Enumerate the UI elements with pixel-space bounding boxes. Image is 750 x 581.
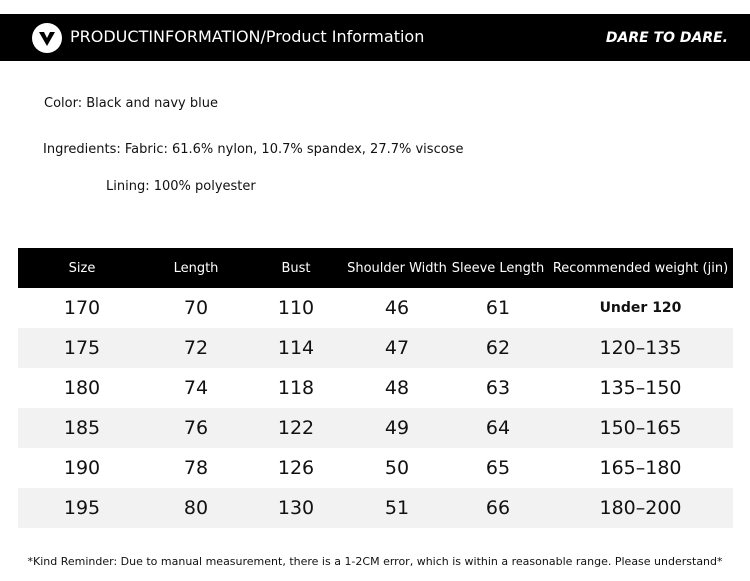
table-cell: 64 bbox=[485, 417, 511, 439]
table-row: 190 78 126 50 65 165–180 bbox=[18, 448, 733, 488]
header-bar bbox=[0, 14, 750, 61]
table-row: 195 80 130 51 66 180–200 bbox=[18, 488, 733, 528]
table-cell: 165–180 bbox=[599, 457, 682, 479]
logo bbox=[32, 23, 62, 53]
header-title: PRODUCTINFORMATION/Product Information bbox=[70, 27, 425, 46]
table-cell: 51 bbox=[384, 497, 410, 519]
table-cell: 110 bbox=[277, 297, 315, 319]
table-cell: 74 bbox=[183, 377, 209, 399]
table-cell: 195 bbox=[63, 497, 101, 519]
table-cell: 122 bbox=[277, 417, 315, 439]
table-cell: 190 bbox=[63, 457, 101, 479]
size-table: Size Length Bust Shoulder Width Sleeve Lengt… bbox=[18, 248, 733, 528]
table-cell: 70 bbox=[183, 297, 209, 319]
table-row: 185 76 122 49 64 150–165 bbox=[18, 408, 733, 448]
footer-note: *Kind Reminder: Due to manual measuremen… bbox=[27, 555, 723, 568]
table-cell: 118 bbox=[277, 377, 315, 399]
table-cell: 78 bbox=[183, 457, 209, 479]
table-cell: 185 bbox=[63, 417, 101, 439]
table-cell: 50 bbox=[384, 457, 410, 479]
table-cell: 63 bbox=[485, 377, 511, 399]
table-row: 180 74 118 48 63 135–150 bbox=[18, 368, 733, 408]
table-cell: 65 bbox=[485, 457, 511, 479]
table-row: 170 70 110 46 61 Under 120 bbox=[18, 288, 733, 328]
table-cell: 80 bbox=[183, 497, 209, 519]
table-cell: 170 bbox=[63, 297, 101, 319]
table-row: 175 72 114 47 62 120–135 bbox=[18, 328, 733, 368]
table-cell: 72 bbox=[183, 337, 209, 359]
table-cell: 150–165 bbox=[599, 417, 682, 439]
column-header: Recommended weight (jin) bbox=[552, 260, 729, 276]
table-cell: 135–150 bbox=[599, 377, 682, 399]
table-cell: 126 bbox=[277, 457, 315, 479]
table-cell: 76 bbox=[183, 417, 209, 439]
slogan: DARE TO DARE. bbox=[605, 30, 728, 46]
table-cell: 180 bbox=[63, 377, 101, 399]
lining-info: Lining: 100% polyester bbox=[106, 179, 256, 194]
table-cell: Under 120 bbox=[599, 300, 682, 316]
table-cell: 48 bbox=[384, 377, 410, 399]
table-cell: 120–135 bbox=[599, 337, 682, 359]
table-cell: 175 bbox=[63, 337, 101, 359]
table-cell: 66 bbox=[485, 497, 511, 519]
column-header: Shoulder Width bbox=[347, 260, 447, 276]
table-cell: 61 bbox=[485, 297, 511, 319]
table-cell: 130 bbox=[277, 497, 315, 519]
column-header: Sleeve Length bbox=[451, 260, 545, 276]
table-cell: 114 bbox=[277, 337, 315, 359]
column-header: Bust bbox=[281, 260, 311, 276]
table-cell: 49 bbox=[384, 417, 410, 439]
table-cell: 180–200 bbox=[599, 497, 682, 519]
column-header: Size bbox=[68, 260, 96, 276]
table-cell: 47 bbox=[384, 337, 410, 359]
column-header: Length bbox=[173, 260, 219, 276]
header-row: Size Length Bust Shoulder Width Sleeve Lengt… bbox=[18, 248, 733, 288]
table-cell: 62 bbox=[485, 337, 511, 359]
ingredients-info: Ingredients: Fabric: 61.6% nylon, 10.7% … bbox=[43, 142, 464, 157]
table-cell: 46 bbox=[384, 297, 410, 319]
color-info: Color: Black and navy blue bbox=[44, 96, 218, 111]
